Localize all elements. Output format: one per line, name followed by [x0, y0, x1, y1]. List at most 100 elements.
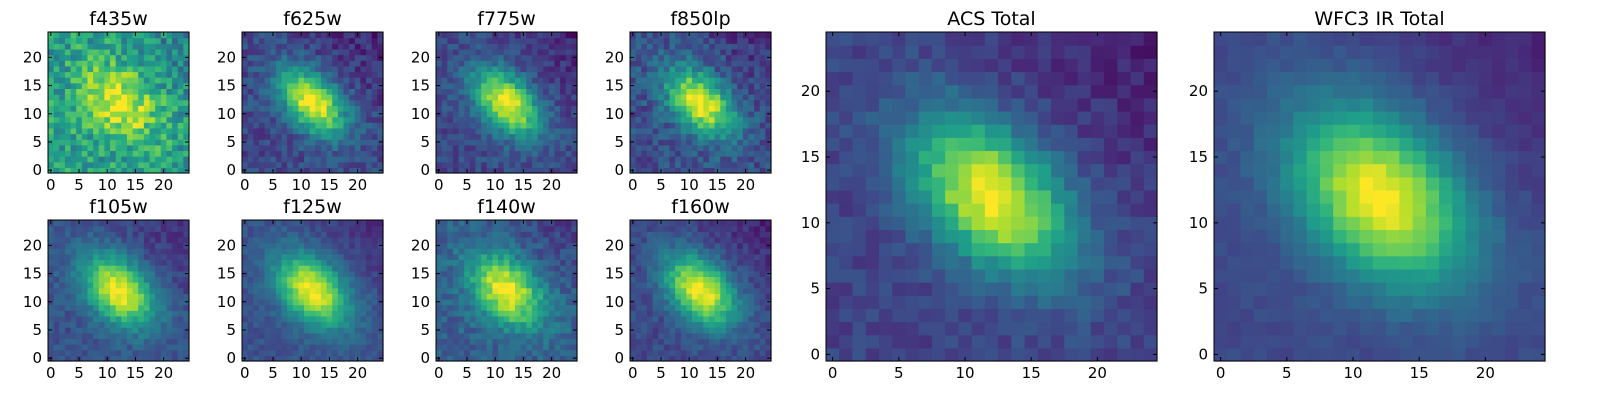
heatmap-cell: [464, 315, 471, 323]
heatmap-cell: [481, 77, 488, 84]
heatmap-cell: [503, 105, 510, 112]
heatmap-cell: [360, 304, 367, 311]
heatmap-cell: [275, 116, 283, 123]
heatmap-cell: [531, 37, 539, 44]
heatmap-cell: [371, 315, 378, 323]
heatmap-cell: [548, 156, 556, 163]
heatmap-cell: [492, 82, 499, 89]
heatmap-cell: [742, 99, 750, 106]
heatmap-cell: [560, 139, 567, 146]
heatmap-cell: [93, 110, 100, 118]
heatmap-cell: [458, 122, 465, 129]
heatmap-cell: [754, 37, 761, 44]
heatmap-cell: [343, 144, 350, 152]
heatmap-cell: [366, 282, 373, 289]
heatmap-cell: [326, 298, 333, 306]
heatmap-cell: [742, 77, 750, 84]
heatmap-cell: [565, 349, 572, 356]
heatmap-cell: [377, 253, 384, 261]
heatmap-cell: [115, 231, 122, 238]
heatmap-cell: [287, 133, 294, 140]
heatmap-cell: [708, 139, 716, 146]
heatmap-cell: [520, 133, 527, 140]
heatmap-cell: [309, 276, 316, 283]
heatmap-cell: [469, 37, 477, 44]
heatmap-cell: [447, 105, 454, 112]
heatmap-cell: [70, 60, 77, 67]
heatmap-cell: [298, 327, 305, 334]
heatmap-cell: [720, 355, 727, 362]
heatmap-cell: [692, 122, 699, 129]
heatmap-cell: [70, 133, 77, 140]
heatmap-cell: [509, 332, 516, 340]
heatmap-cell: [652, 321, 659, 328]
heatmap-cell: [292, 265, 299, 272]
x-tick-label: 15: [126, 176, 145, 194]
heatmap-cell: [104, 248, 111, 255]
heatmap-cell: [371, 150, 378, 157]
heatmap-cell: [48, 225, 55, 232]
heatmap-cell: [731, 37, 738, 44]
heatmap-cell: [76, 344, 83, 351]
heatmap-cell: [377, 60, 384, 67]
heatmap-cell: [464, 77, 471, 84]
heatmap-cell: [126, 259, 134, 266]
heatmap-cell: [183, 236, 190, 244]
heatmap-cell: [315, 65, 322, 73]
heatmap-cell: [514, 122, 522, 129]
heatmap-cell: [548, 310, 556, 317]
heatmap-cell: [264, 315, 271, 323]
heatmap-cell: [281, 54, 288, 61]
heatmap-cell: [160, 150, 168, 157]
heatmap-cell: [247, 150, 254, 157]
heatmap-cell: [343, 32, 350, 39]
heatmap-cell: [503, 338, 510, 345]
heatmap-cell: [247, 77, 254, 84]
heatmap-cell: [377, 161, 384, 168]
heatmap-cell: [64, 253, 72, 261]
heatmap-cell: [104, 71, 111, 78]
heatmap-cell: [464, 65, 471, 73]
heatmap-cell: [680, 60, 687, 67]
heatmap-cell: [458, 248, 465, 255]
heatmap-cell: [87, 82, 94, 89]
heatmap-cell: [537, 65, 544, 73]
heatmap-cell: [70, 321, 77, 328]
heatmap-cell: [253, 116, 260, 123]
heatmap-cell: [475, 37, 482, 44]
axes-frame: [241, 219, 384, 362]
heatmap-cell: [93, 167, 100, 174]
heatmap-cell: [298, 338, 305, 345]
heatmap-cell: [537, 310, 544, 317]
heatmap-cell: [469, 88, 477, 95]
heatmap-cell: [264, 48, 271, 56]
heatmap-cell: [447, 122, 454, 129]
heatmap-cell: [708, 77, 716, 84]
heatmap-cell: [565, 105, 572, 112]
heatmap-cell: [560, 349, 567, 356]
heatmap-cell: [748, 310, 755, 317]
heatmap-cell: [121, 88, 128, 95]
heatmap-cell: [349, 167, 356, 174]
heatmap-cell: [115, 293, 122, 300]
heatmap-cell: [514, 161, 522, 168]
heatmap-cell: [565, 287, 572, 294]
heatmap-cell: [253, 248, 260, 255]
heatmap-cell: [737, 99, 744, 106]
heatmap-cell: [441, 122, 448, 129]
heatmap-cell: [686, 71, 693, 78]
heatmap-cell: [166, 156, 173, 163]
heatmap-cell: [646, 122, 654, 129]
heatmap-cell: [183, 338, 190, 345]
heatmap-cell: [155, 71, 162, 78]
heatmap-cell: [663, 43, 671, 50]
heatmap-cell: [172, 293, 179, 300]
heatmap-cell: [292, 315, 299, 323]
heatmap-cell: [658, 65, 665, 73]
heatmap-cell: [315, 220, 322, 227]
heatmap-cell: [531, 122, 539, 129]
heatmap-cell: [138, 332, 145, 340]
heatmap-cell: [270, 60, 277, 67]
heatmap-cell: [765, 99, 772, 106]
heatmap-cell: [554, 150, 561, 157]
